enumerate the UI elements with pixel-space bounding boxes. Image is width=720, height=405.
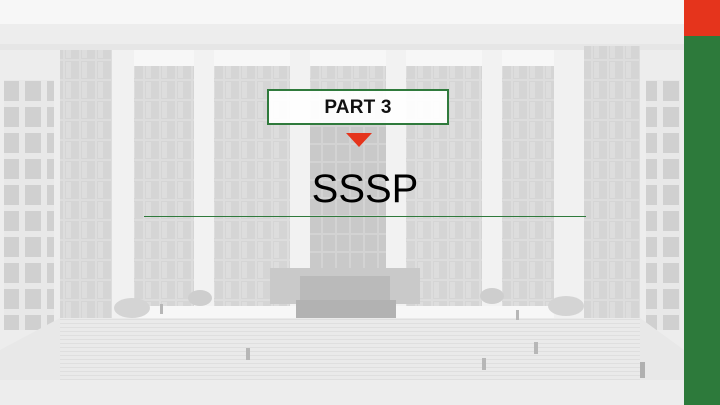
side-accent-red — [684, 0, 720, 36]
part-label-box: PART 3 — [267, 89, 449, 125]
part-label: PART 3 — [324, 96, 392, 118]
title-divider — [144, 216, 586, 217]
background-fade-overlay — [0, 0, 684, 405]
side-accent-green — [684, 36, 720, 405]
slide-title: SSSP — [311, 167, 419, 211]
down-triangle-icon — [346, 133, 372, 147]
